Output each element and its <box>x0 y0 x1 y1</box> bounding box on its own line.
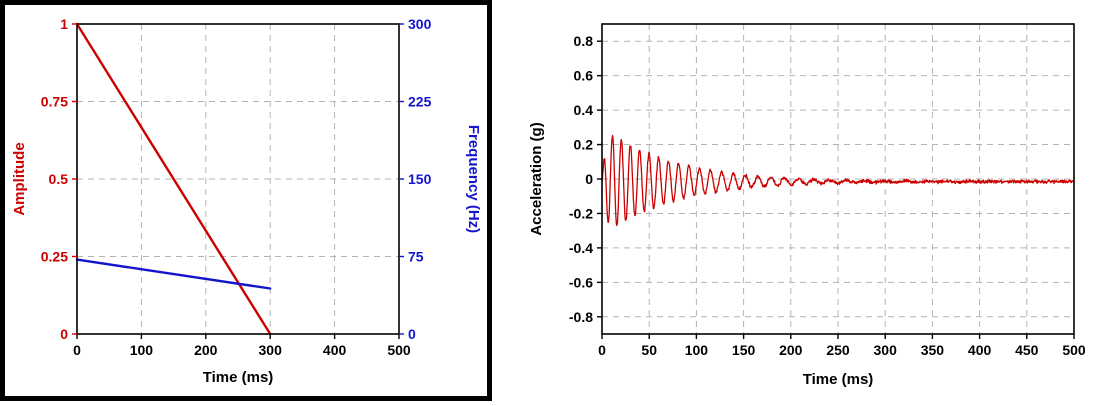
amplitude-line <box>75 22 272 336</box>
x-tick-label: 400 <box>968 342 992 358</box>
x-tick-label: 200 <box>779 342 803 358</box>
y-tick-label: -0.6 <box>569 274 593 290</box>
acceleration-svg: 0 50 100 150 200 250 300 350 400 450 500 -0.8 -0.6 -0… <box>528 23 1086 388</box>
x-tick-label: 0 <box>598 342 606 358</box>
sweep-profile-svg: 0 100 200 300 400 50000.250.50.75107515022530… <box>11 16 482 386</box>
y-tick-label: 0.8 <box>574 33 594 49</box>
sweep-profile-panel: 0 100 200 300 400 500 0 0.25 0.5 0.75 1 0 75 150 225 30… <box>0 0 492 401</box>
y-tick-label: -0.4 <box>569 240 593 256</box>
x-tick-label: 350 <box>921 342 945 358</box>
x-axis-title: Time (ms) <box>203 369 274 386</box>
x-tick-label: 50 <box>641 342 657 358</box>
x-tick-label: 500 <box>387 342 411 358</box>
y-tick-label-right: 300 <box>408 16 432 32</box>
y-tick-label-left: 1 <box>60 16 68 32</box>
y-tick-label-right: 75 <box>408 249 424 265</box>
y-tick-label-right: 150 <box>408 171 432 187</box>
x-tick-label: 150 <box>732 342 756 358</box>
frequency-line <box>75 258 272 290</box>
x-tick-label: 450 <box>1015 342 1039 358</box>
sweep-profile-chart: 0 100 200 300 400 500 0 0.25 0.5 0.75 1 0 75 150 225 30… <box>9 8 483 394</box>
y-tick-label-left: 0.5 <box>49 171 69 187</box>
y-tick-label-left: 0 <box>60 326 68 342</box>
acceleration-trace <box>601 134 1075 227</box>
y-tick-label: 0 <box>585 171 593 187</box>
x-tick-label: 400 <box>323 342 347 358</box>
x-tick-label: 100 <box>130 342 154 358</box>
y-tick-label: -0.8 <box>569 309 593 325</box>
x-tick-label: 500 <box>1062 342 1086 358</box>
y-tick-label-right: 225 <box>408 94 432 110</box>
acceleration-chart: 0 50 100 150 200 250 300 350 400 450 500 -0.8 -0.6 -0… <box>524 8 1094 396</box>
x-axis-title: Time (ms) <box>803 371 874 388</box>
y-tick-label: 0.2 <box>574 137 594 153</box>
y-axis-title-left: Amplitude <box>11 142 28 215</box>
y-axis-title: Acceleration (g) <box>528 122 545 235</box>
x-tick-label: 300 <box>874 342 898 358</box>
y-tick-label-left: 0.25 <box>41 249 68 265</box>
x-tick-label: 200 <box>194 342 218 358</box>
y-tick-label: 0.4 <box>574 102 594 118</box>
x-tick-label: 100 <box>685 342 709 358</box>
x-tick-label: 300 <box>259 342 283 358</box>
x-tick-label: 0 <box>73 342 81 358</box>
y-tick-label-left: 0.75 <box>41 94 68 110</box>
acceleration-panel: 0 50 100 150 200 250 300 350 400 450 500 -0.8 -0.6 -0… <box>524 8 1094 400</box>
y-tick-label-right: 0 <box>408 326 416 342</box>
y-axis-title-right: Frequency (Hz) <box>465 125 482 233</box>
y-tick-label: 0.6 <box>574 68 594 84</box>
x-tick-label: 250 <box>826 342 850 358</box>
y-tick-label: -0.2 <box>569 205 593 221</box>
